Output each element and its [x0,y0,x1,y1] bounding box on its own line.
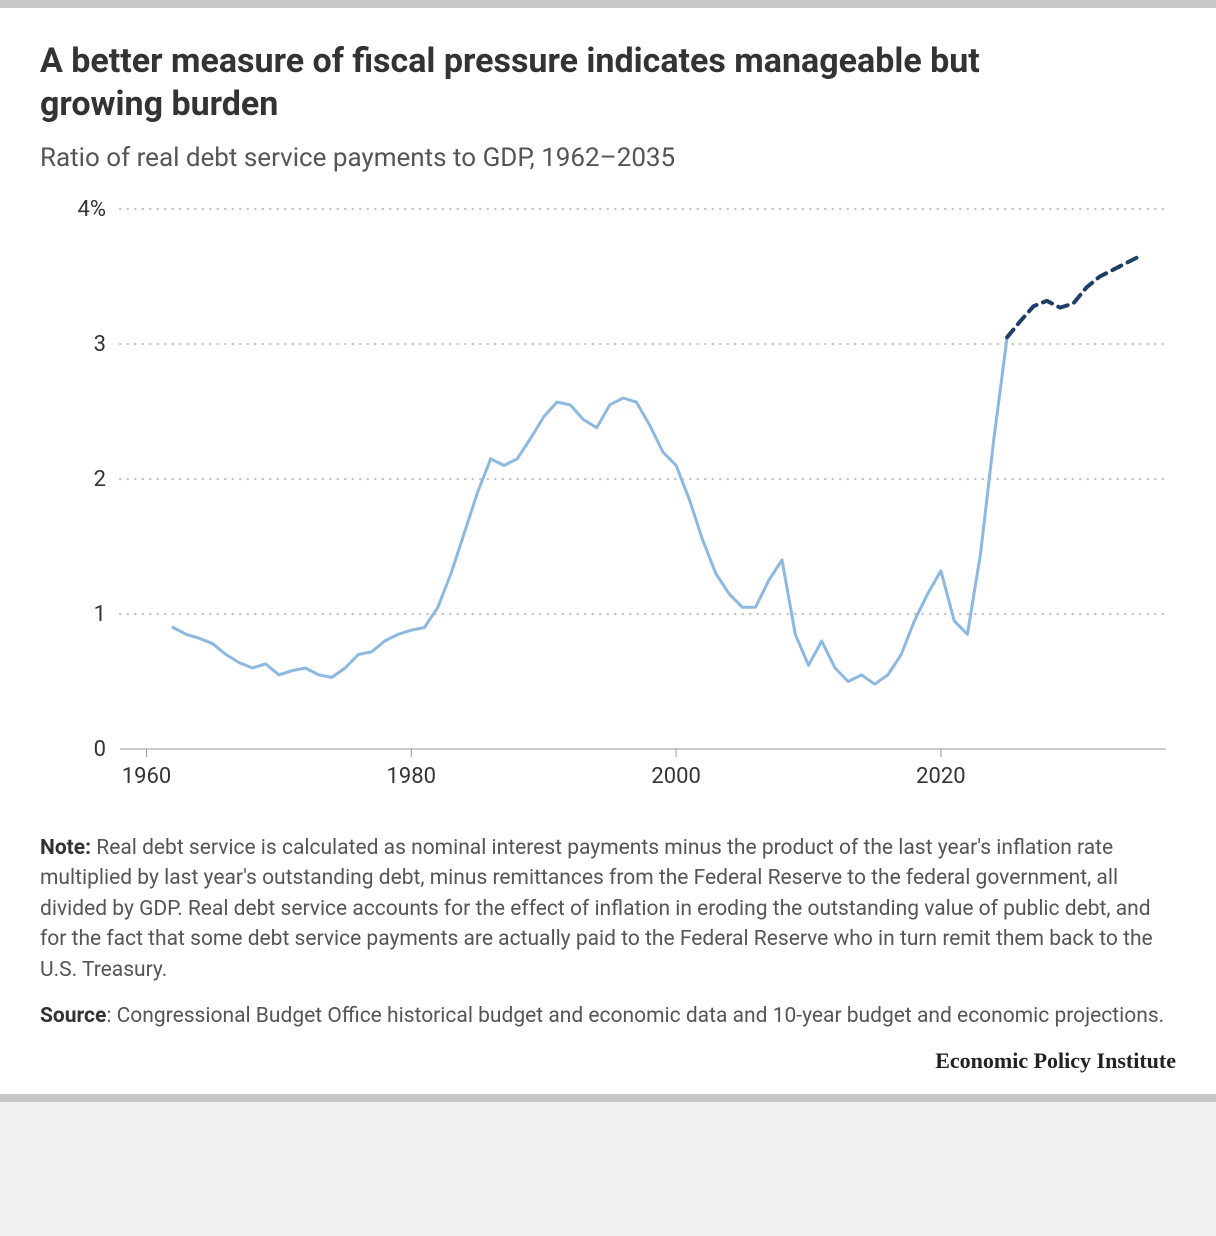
chart-notes: Note: Real debt service is calculated as… [40,833,1176,1032]
source-paragraph: Source: Congressional Budget Office hist… [40,1001,1176,1031]
line-chart-svg: 0 1 2 3 4% 1960 1980 2000 2020 [40,199,1176,799]
svg-text:3: 3 [94,332,106,357]
svg-text:2000: 2000 [651,764,700,789]
note-paragraph: Note: Real debt service is calculated as… [40,833,1176,985]
svg-text:1980: 1980 [387,764,436,789]
svg-text:4%: 4% [78,199,106,222]
svg-text:2: 2 [94,467,106,492]
chart-card: A better measure of fiscal pressure indi… [0,0,1216,1102]
svg-text:2020: 2020 [916,764,965,789]
chart-subtitle: Ratio of real debt service payments to G… [40,143,1176,173]
svg-text:1: 1 [94,602,106,627]
svg-text:0: 0 [94,737,106,762]
source-text: : Congressional Budget Office historical… [106,1004,1164,1028]
note-label: Note: [40,836,91,860]
note-text: Real debt service is calculated as nomin… [40,836,1153,982]
chart-title: A better measure of fiscal pressure indi… [40,40,1020,125]
source-label: Source [40,1004,106,1028]
svg-text:1960: 1960 [122,764,171,789]
chart-plot: 0 1 2 3 4% 1960 1980 2000 2020 [40,199,1176,799]
attribution: Economic Policy Institute [40,1048,1176,1074]
